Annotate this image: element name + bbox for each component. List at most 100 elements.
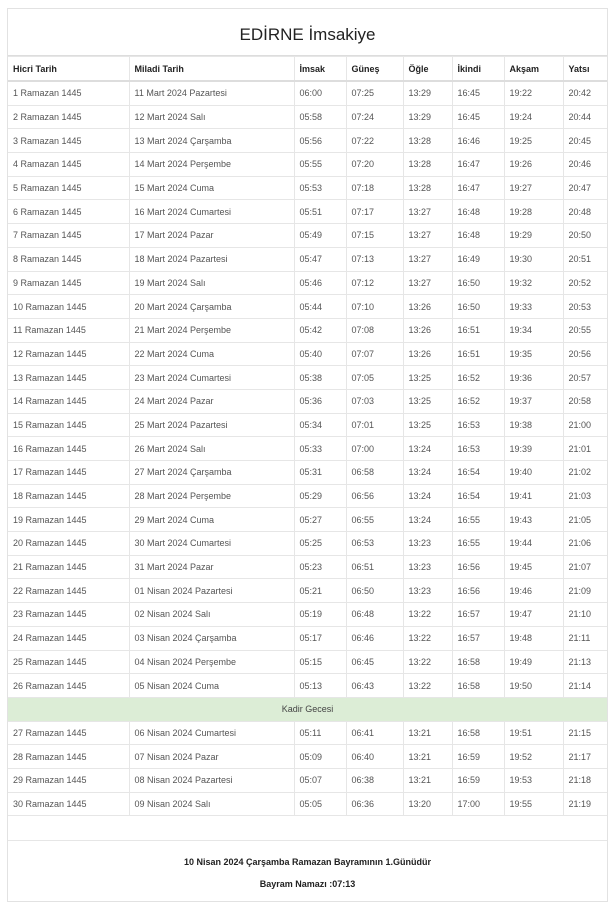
- cell-ogle: 13:26: [402, 294, 453, 319]
- cell-aksam: 19:44: [503, 531, 564, 556]
- cell-gunes: 07:07: [345, 341, 404, 367]
- cell-imsak: 05:55: [293, 152, 347, 177]
- cell-ogle: 13:24: [402, 460, 453, 485]
- cell-aksam: 19:40: [503, 460, 564, 485]
- cell-hicri-tarih: 5 Ramazan 1445: [8, 175, 130, 201]
- cell-miladi-tarih: 20 Mart 2024 Çarşamba: [128, 294, 295, 319]
- cell-aksam: 19:28: [503, 199, 564, 225]
- cell-ogle: 13:22: [402, 649, 453, 675]
- footer: 10 Nisan 2024 Çarşamba Ramazan Bayramını…: [8, 841, 607, 901]
- cell-gunes: 06:56: [345, 483, 404, 509]
- cell-ogle: 13:21: [402, 767, 453, 793]
- cell-yatsi: 21:14: [562, 673, 607, 698]
- cell-ikindi: 16:46: [451, 128, 505, 154]
- cell-ikindi: 16:54: [451, 483, 505, 509]
- cell-miladi-tarih: 19 Mart 2024 Salı: [128, 270, 295, 296]
- cell-aksam: 19:55: [503, 791, 564, 817]
- cell-hicri-tarih: 15 Ramazan 1445: [8, 412, 130, 438]
- cell-ikindi: 16:48: [451, 199, 505, 225]
- cell-ikindi: 16:58: [451, 649, 505, 675]
- cell-aksam: 19:49: [503, 649, 564, 675]
- cell-ogle: 13:27: [402, 223, 453, 248]
- cell-gunes: 06:58: [345, 460, 404, 485]
- imsakiye-table: Hicri Tarih Miladi Tarih İmsak Güneş Öğle İki…: [8, 56, 607, 842]
- cell-imsak: 05:51: [293, 199, 347, 225]
- table-row: 6 Ramazan 1445 16 Mart 2024 Cumartesi 05:5…: [8, 199, 607, 225]
- cell-ogle: 13:28: [402, 152, 453, 177]
- cell-ogle: 13:25: [402, 388, 453, 414]
- cell-aksam: 19:35: [503, 341, 564, 367]
- cell-yatsi: 21:09: [562, 578, 607, 604]
- cell-gunes: 07:01: [345, 412, 404, 438]
- cell-gunes: 06:48: [345, 602, 404, 627]
- cell-aksam: 19:45: [503, 554, 564, 580]
- cell-imsak: 05:47: [293, 246, 347, 272]
- cell-aksam: 19:39: [503, 436, 564, 461]
- cell-gunes: 07:08: [345, 317, 404, 343]
- cell-imsak: 05:07: [293, 767, 347, 793]
- cell-aksam: 19:30: [503, 246, 564, 272]
- cell-miladi-tarih: 09 Nisan 2024 Salı: [128, 791, 295, 817]
- cell-miladi-tarih: 28 Mart 2024 Perşembe: [128, 483, 295, 509]
- cell-imsak: 05:09: [293, 744, 347, 769]
- cell-ikindi: 16:47: [451, 152, 505, 177]
- cell-aksam: 19:33: [503, 294, 564, 319]
- cell-hicri-tarih: 16 Ramazan 1445: [8, 436, 130, 461]
- cell-imsak: 05:31: [293, 460, 347, 485]
- cell-ikindi: 16:49: [451, 246, 505, 272]
- table-row: 20 Ramazan 1445 30 Mart 2024 Cumartesi 05:…: [8, 531, 607, 556]
- cell-gunes: 06:46: [345, 625, 404, 651]
- cell-yatsi: 21:11: [562, 625, 607, 651]
- cell-imsak: 05:17: [293, 625, 347, 651]
- cell-aksam: 19:38: [503, 412, 564, 438]
- cell-miladi-tarih: 13 Mart 2024 Çarşamba: [128, 128, 295, 154]
- table-row: 24 Ramazan 1445 03 Nisan 2024 Çarşamba 05:…: [8, 625, 607, 651]
- cell-ikindi: 16:45: [451, 104, 505, 130]
- cell-gunes: 07:15: [345, 223, 404, 248]
- table-row: 2 Ramazan 1445 12 Mart 2024 Salı 05:58 07:2…: [8, 104, 607, 130]
- table-row: 27 Ramazan 1445 06 Nisan 2024 Cumartesi 05…: [8, 720, 607, 746]
- cell-imsak: 05:38: [293, 365, 347, 390]
- table-row: 9 Ramazan 1445 19 Mart 2024 Salı 05:46 07:1…: [8, 270, 607, 296]
- cell-yatsi: 21:07: [562, 554, 607, 580]
- table-row: 1 Ramazan 1445 11 Mart 2024 Pazartesi 06:0…: [8, 80, 607, 106]
- cell-hicri-tarih: 13 Ramazan 1445: [8, 365, 130, 390]
- table-row: 8 Ramazan 1445 18 Mart 2024 Pazartesi 05:4…: [8, 246, 607, 272]
- cell-ogle: 13:24: [402, 436, 453, 461]
- cell-imsak: 05:11: [293, 720, 347, 746]
- cell-yatsi: 20:50: [562, 223, 607, 248]
- cell-yatsi: 21:03: [562, 483, 607, 509]
- cell-miladi-tarih: 27 Mart 2024 Çarşamba: [128, 460, 295, 485]
- cell-yatsi: 21:15: [562, 720, 607, 746]
- cell-hicri-tarih: 25 Ramazan 1445: [8, 649, 130, 675]
- cell-miladi-tarih: 07 Nisan 2024 Pazar: [128, 744, 295, 769]
- cell-imsak: 05:15: [293, 649, 347, 675]
- cell-hicri-tarih: 24 Ramazan 1445: [8, 625, 130, 651]
- cell-gunes: 07:18: [345, 175, 404, 201]
- table-row: 26 Ramazan 1445 05 Nisan 2024 Cuma 05:13 06…: [8, 673, 607, 698]
- bayram-note: 10 Nisan 2024 Çarşamba Ramazan Bayramını…: [183, 857, 432, 868]
- cell-ogle: 13:28: [402, 175, 453, 201]
- cell-miladi-tarih: 17 Mart 2024 Pazar: [128, 223, 295, 248]
- column-header-ikindi: İkindi: [451, 56, 505, 82]
- cell-aksam: 19:52: [503, 744, 564, 769]
- cell-gunes: 07:24: [345, 104, 404, 130]
- cell-imsak: 05:27: [293, 507, 347, 533]
- table-row: 23 Ramazan 1445 02 Nisan 2024 Salı 05:19 06…: [8, 602, 607, 627]
- cell-hicri-tarih: 28 Ramazan 1445: [8, 744, 130, 769]
- cell-yatsi: 20:58: [562, 388, 607, 414]
- page-title: EDİRNE İmsakiye: [8, 9, 607, 56]
- cell-hicri-tarih: 29 Ramazan 1445: [8, 767, 130, 793]
- cell-hicri-tarih: 23 Ramazan 1445: [8, 602, 130, 627]
- cell-miladi-tarih: 03 Nisan 2024 Çarşamba: [128, 625, 295, 651]
- column-header-imsak: İmsak: [293, 56, 347, 82]
- cell-aksam: 19:22: [503, 80, 564, 106]
- cell-imsak: 05:29: [293, 483, 347, 509]
- cell-yatsi: 21:19: [562, 791, 607, 817]
- cell-miladi-tarih: 22 Mart 2024 Cuma: [128, 341, 295, 367]
- cell-yatsi: 20:48: [562, 199, 607, 225]
- cell-ogle: 13:29: [402, 80, 453, 106]
- table-row: 15 Ramazan 1445 25 Mart 2024 Pazartesi 05:…: [8, 412, 607, 438]
- cell-gunes: 07:05: [345, 365, 404, 390]
- cell-miladi-tarih: 01 Nisan 2024 Pazartesi: [128, 578, 295, 604]
